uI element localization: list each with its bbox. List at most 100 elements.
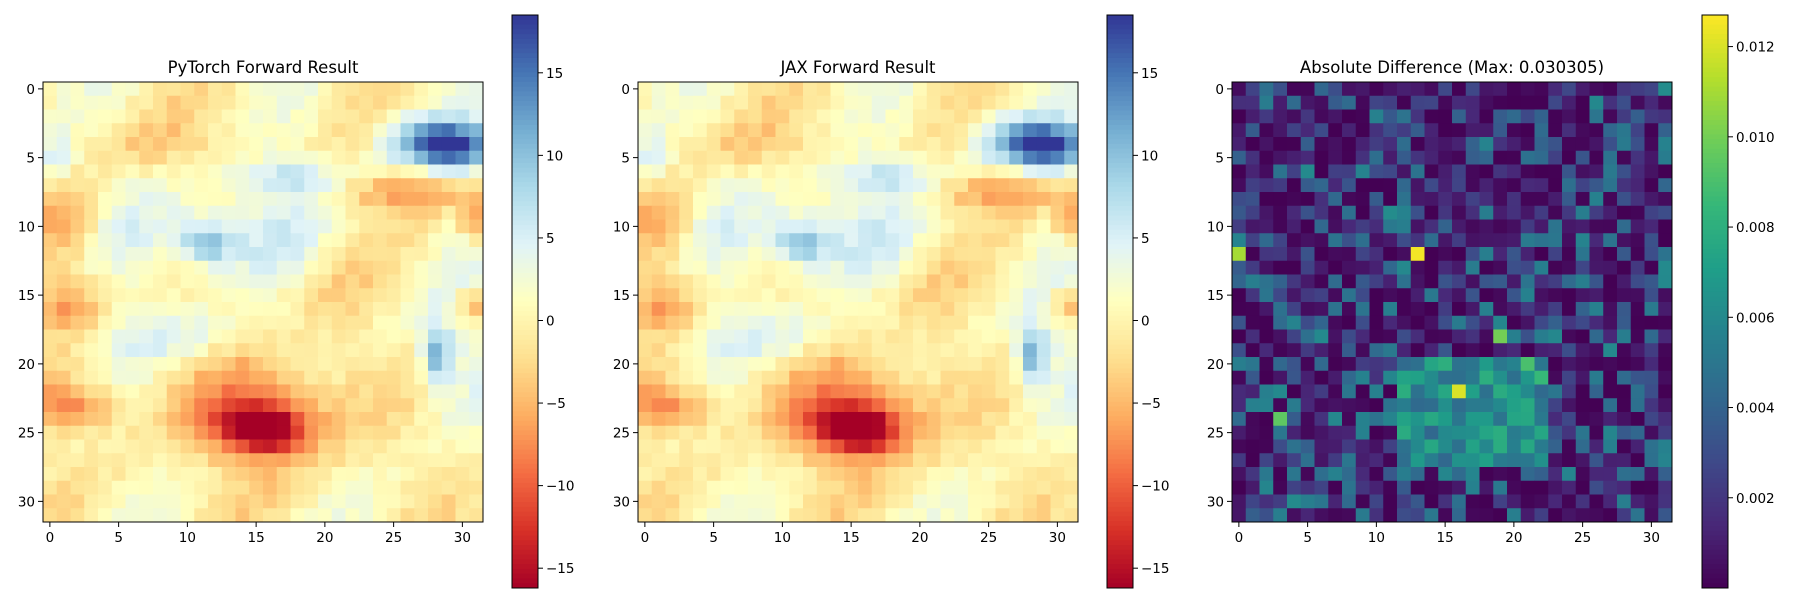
heatmap-cell [734,274,749,289]
heatmap-cell [981,467,996,482]
heatmap-cell [1410,137,1425,152]
heatmap-cell [1465,370,1480,385]
colorbar-segment [1702,482,1728,489]
heatmap-cell [1300,357,1315,372]
colorbar-segment [1107,358,1133,365]
heatmap-cell [693,123,708,138]
heatmap-cell [803,150,818,165]
heatmap-cell [926,480,941,495]
heatmap-cell [1452,260,1467,275]
heatmap-cell [125,150,140,165]
heatmap-cell [153,384,168,399]
heatmap-cell [84,274,99,289]
heatmap-cell [789,123,804,138]
heatmap-cell [56,453,71,468]
heatmap-cell [56,219,71,234]
heatmap-cell [1273,453,1288,468]
heatmap-cell [84,164,99,179]
heatmap-cell [1314,233,1329,248]
heatmap-cell [871,82,886,97]
heatmap-cell [1287,150,1302,165]
heatmap-cell [761,412,776,427]
heatmap-cell [665,260,680,275]
heatmap-cell [734,205,749,220]
heatmap-cell [1603,439,1618,454]
heatmap-cell [318,453,333,468]
colorbar-segment [512,191,538,197]
heatmap-cell [1603,398,1618,413]
heatmap-cell [469,412,484,427]
heatmap-cell [1575,178,1590,193]
heatmap-cell [43,384,58,399]
heatmap-cell [1479,247,1494,262]
heatmap-cell [276,343,291,358]
heatmap-cell [1658,494,1673,509]
heatmap-cell [1300,82,1315,97]
heatmap-cell [1314,439,1329,454]
heatmap-cell [111,219,126,234]
heatmap-cell [139,247,154,262]
heatmap-cell [70,178,85,193]
heatmap-cell [263,357,278,372]
heatmap-cell [734,412,749,427]
heatmap-cell [153,82,168,97]
heatmap-cell [748,219,763,234]
heatmap-cell [968,288,983,303]
heatmap-cell [1300,315,1315,330]
heatmap-cell [180,302,195,317]
heatmap-cell [1452,370,1467,385]
heatmap-cell [441,315,456,330]
heatmap-cell [1493,467,1508,482]
heatmap-cell [693,288,708,303]
heatmap-cell [720,192,735,207]
colorbar-segment [1702,248,1728,255]
heatmap-cell [1036,82,1051,97]
heatmap-cell [720,288,735,303]
heatmap-cell [331,315,346,330]
heatmap-cell [180,384,195,399]
heatmap-cell [1023,205,1038,220]
heatmap-cell [1342,425,1357,440]
heatmap-cell [153,274,168,289]
heatmap-cell [734,480,749,495]
heatmap-cell [249,412,264,427]
heatmap-cell [428,425,443,440]
heatmap-cell [1232,192,1247,207]
heatmap-cell [1369,302,1384,317]
heatmap-cell [926,109,941,124]
heatmap-cell [139,95,154,110]
heatmap-cell [56,109,71,124]
heatmap-cell [153,95,168,110]
heatmap-cell [1452,329,1467,344]
heatmap-cell [1410,302,1425,317]
heatmap-cell [968,123,983,138]
heatmap-cell [748,357,763,372]
heatmap-cell [70,315,85,330]
heatmap-cell [455,82,470,97]
colorbar-segment [512,201,538,207]
heatmap-cell [1424,205,1439,220]
heatmap-cell [1465,192,1480,207]
colorbar-segment [512,358,538,365]
heatmap-cell [968,343,983,358]
colorbar-segment [1107,482,1133,489]
heatmap-cell [290,150,305,165]
heatmap-cell [208,247,223,262]
heatmap-cell [263,453,278,468]
heatmap-cell [734,82,749,97]
heatmap-cell [1328,164,1343,179]
heatmap-cell [1328,274,1343,289]
heatmap-cell [638,370,653,385]
heatmap-cell [1658,288,1673,303]
heatmap-cell [1507,247,1522,262]
colorbar-segment [512,535,538,541]
heatmap-cell [679,467,694,482]
heatmap-cell [693,398,708,413]
heatmap-cell [111,205,126,220]
heatmap-cell [789,329,804,344]
heatmap-cell [679,357,694,372]
heatmap-cell [441,329,456,344]
heatmap-cell [221,302,236,317]
heatmap-cell [1479,95,1494,110]
